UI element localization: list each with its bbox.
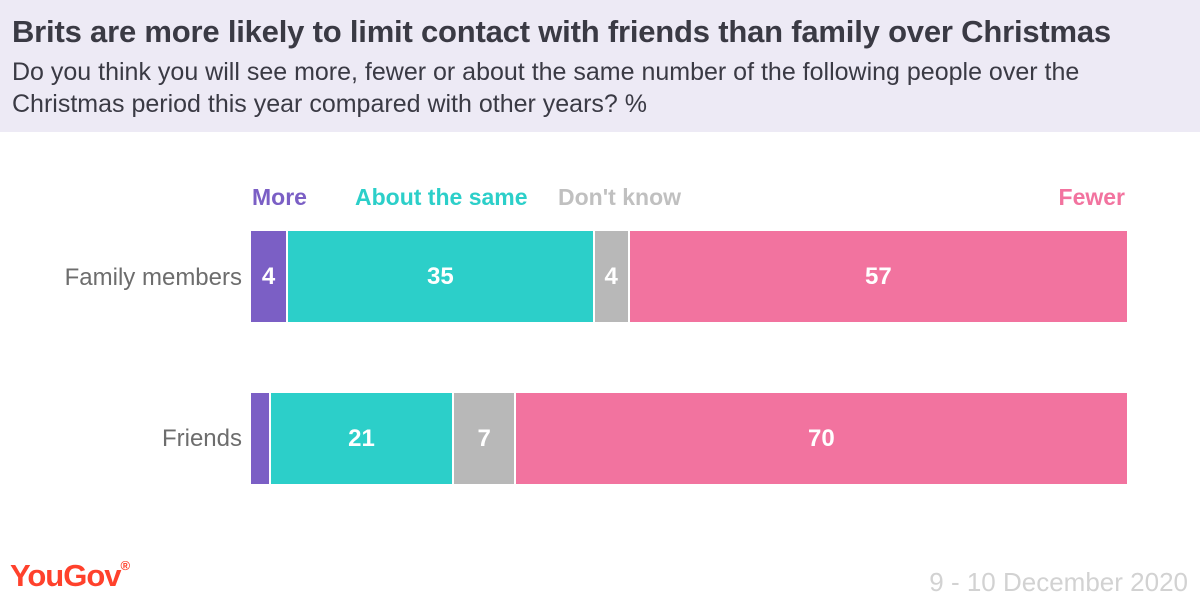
bar-family-members: 4 35 4 57 (251, 231, 1127, 322)
legend-more: More (252, 184, 307, 210)
bar-segment-friends-dont-know: 7 (452, 393, 514, 484)
data-label-family-same: 35 (426, 262, 454, 290)
bar-segment-friends-same: 21 (268, 393, 453, 484)
category-label-friends: Friends (161, 425, 242, 452)
header-band: Brits are more likely to limit contact w… (0, 0, 1200, 132)
bar-segment-family-same: 35 (286, 231, 593, 322)
legend-fewer: Fewer (1058, 184, 1125, 210)
data-label-family-dont-know: 4 (604, 262, 618, 290)
yougov-logo: YouGov® (10, 558, 131, 594)
legend-dont-know: Don't know (558, 184, 682, 210)
bar-segment-family-fewer: 57 (627, 231, 1127, 322)
bar-segment-family-more: 4 (251, 231, 287, 322)
data-label-friends-dont-know: 7 (477, 424, 491, 452)
chart-title: Brits are more likely to limit contact w… (12, 14, 1111, 49)
logo-text: YouGov (10, 558, 122, 593)
data-label-friends-fewer: 70 (808, 424, 835, 452)
logo-registered-mark: ® (120, 558, 131, 573)
data-label-friends-same: 21 (348, 424, 375, 452)
legend-about-the-same: About the same (355, 184, 528, 210)
chart-subtitle: Do you think you will see more, fewer or… (12, 58, 1080, 118)
bar-segment-family-dont-know: 4 (592, 231, 628, 322)
data-label-family-more: 4 (261, 262, 276, 290)
category-label-family-members: Family members (64, 264, 242, 291)
fieldwork-date: 9 - 10 December 2020 (929, 567, 1188, 597)
bar-friends: 21 7 70 (251, 393, 1127, 484)
bar-segment-friends-more (251, 393, 269, 484)
data-label-family-fewer: 57 (864, 262, 892, 290)
bar-segment-friends-fewer: 70 (513, 393, 1127, 484)
